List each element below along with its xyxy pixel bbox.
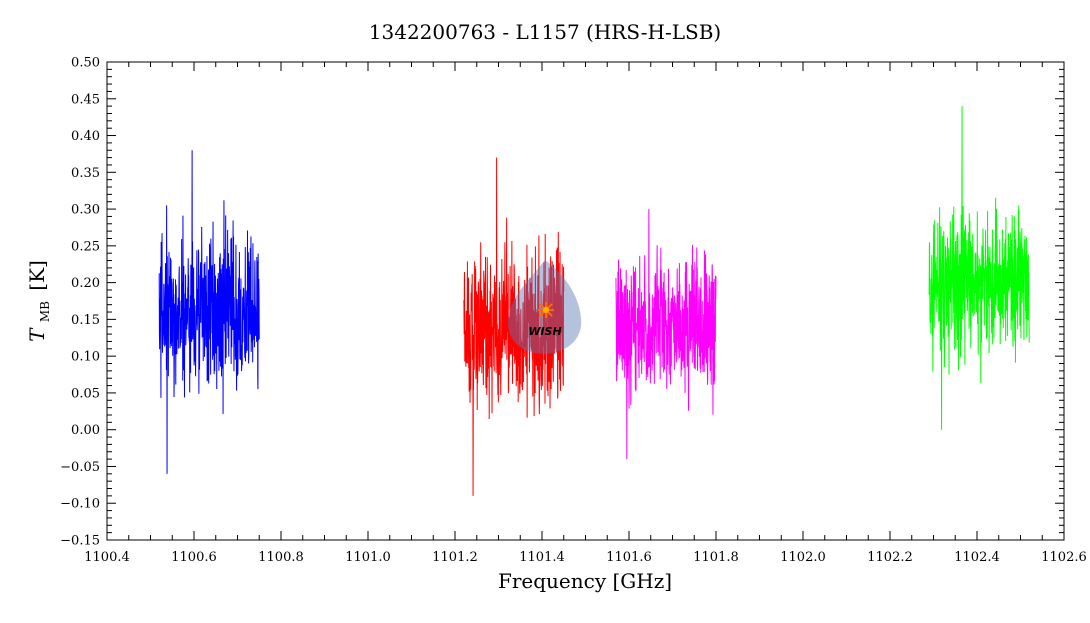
y-tick-label: 0.00: [71, 423, 100, 438]
y-tick-label: 0.35: [71, 166, 100, 181]
spectra-series: [158, 106, 1030, 496]
x-tick-label: 1101.6: [606, 550, 652, 565]
x-tick-label: 1101.8: [693, 550, 739, 565]
y-tick-label: −0.15: [60, 534, 100, 549]
y-tick-label: 0.40: [71, 129, 100, 144]
spectrum-series-1: [158, 150, 260, 474]
y-tick-label: 0.50: [71, 56, 100, 71]
logo-droplet-shape: [508, 260, 582, 354]
y-tick-label: 0.15: [71, 313, 100, 328]
y-tick-label: 0.45: [71, 92, 100, 107]
x-tick-label: 1100.8: [258, 550, 304, 565]
spectrum-series-2: [463, 157, 565, 496]
y-axis-ticks: −0.15 −0.10 −0.05 0.00 0.05 0.10 0.15 0.20 0.25 0…: [60, 56, 1064, 549]
x-tick-label: 1100.6: [171, 550, 217, 565]
x-axis-label: Frequency [GHz]: [498, 569, 672, 593]
x-tick-label: 1102.4: [954, 550, 1000, 565]
x-tick-label: 1102.2: [867, 550, 913, 565]
y-tick-label: 0.30: [71, 203, 100, 218]
y-axis-label-unit: [K]: [25, 260, 49, 291]
y-tick-label: 0.05: [71, 386, 100, 401]
x-tick-label: 1101.2: [432, 550, 478, 565]
spectrum-series-4: [928, 106, 1030, 430]
y-axis-label: T MB [K]: [25, 260, 54, 342]
y-tick-label: 0.20: [71, 276, 100, 291]
x-tick-label: 1102.6: [1041, 550, 1087, 565]
x-axis-ticks: 1100.4 1100.6 1100.8 1101.0 1101.2 1101.4 1101…: [84, 62, 1087, 565]
chart-title: 1342200763 - L1157 (HRS-H-LSB): [369, 20, 721, 44]
y-axis-label-main: T: [25, 327, 49, 342]
y-tick-label: −0.05: [60, 460, 100, 475]
y-tick-label: −0.10: [60, 497, 100, 512]
y-tick-label: 0.25: [71, 239, 100, 254]
x-tick-label: 1102.0: [780, 550, 826, 565]
x-tick-label: 1101.0: [345, 550, 391, 565]
logo-text: WISH: [528, 325, 561, 338]
y-tick-label: 0.10: [71, 350, 100, 365]
wish-logo: WISH: [508, 260, 582, 354]
spectrum-series-3: [615, 209, 717, 460]
x-tick-label: 1100.4: [84, 550, 130, 565]
logo-star-icon: [538, 302, 554, 318]
x-tick-label: 1101.4: [519, 550, 565, 565]
svg-text:T MB [K]: T MB [K]: [25, 260, 54, 342]
y-axis-label-sub: MB: [38, 301, 52, 322]
